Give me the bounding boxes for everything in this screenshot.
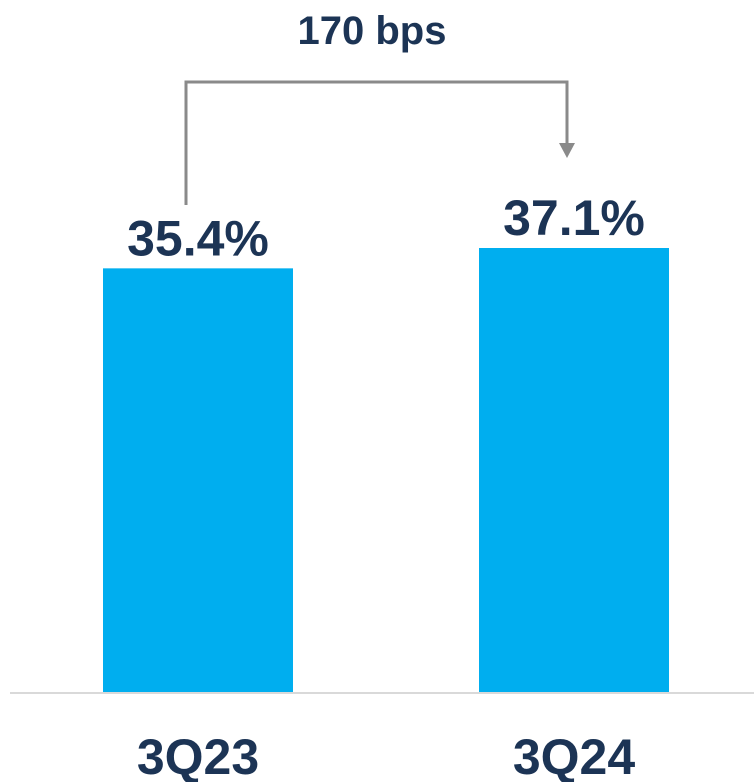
data-label-3Q24: 37.1% — [503, 190, 645, 246]
change-annotation: 170 bps — [184, 9, 575, 205]
change-connector-line — [184, 80, 569, 205]
bars-group — [103, 248, 669, 692]
change-arrowhead — [559, 143, 575, 158]
bar-3Q23 — [103, 268, 293, 692]
category-label-3Q24: 3Q24 — [513, 729, 636, 782]
category-labels-group: 3Q23 3Q24 — [137, 729, 636, 782]
data-label-3Q23: 35.4% — [127, 210, 269, 266]
value-labels-group: 35.4% 37.1% — [127, 190, 645, 266]
change-annotation-label: 170 bps — [298, 9, 447, 53]
bar-3Q24 — [479, 248, 669, 692]
category-label-3Q23: 3Q23 — [137, 729, 259, 782]
